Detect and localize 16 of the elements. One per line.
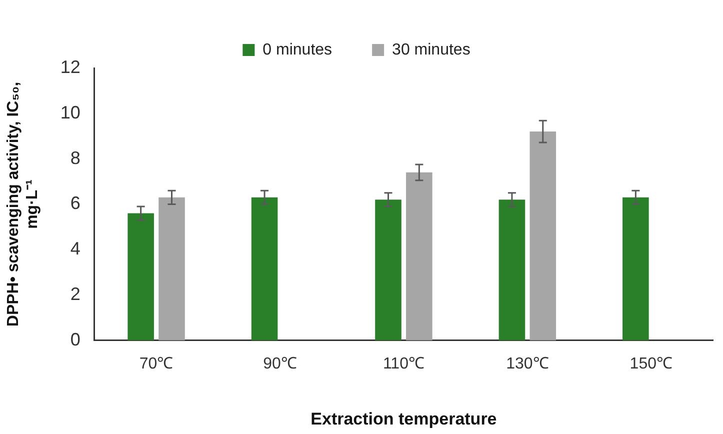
y-tick-label: 4 [70, 238, 80, 259]
y-axis-title: DPPH• scavenging activity, IC₅₀, mg·L⁻¹ [5, 82, 42, 327]
y-tick-label: 2 [70, 284, 80, 304]
x-tick-label: 70℃ [139, 355, 174, 372]
x-tick-label: 150℃ [630, 355, 672, 372]
x-tick-label: 110℃ [382, 355, 424, 372]
legend-label: 30 minutes [392, 41, 470, 58]
legend-label: 0 minutes [262, 41, 332, 58]
y-tick-label: 0 [70, 329, 80, 350]
y-tick-label: 8 [70, 148, 80, 168]
y-tick-label: 6 [70, 193, 80, 214]
x-axis-title: Extraction temperature [310, 409, 497, 428]
x-tick-label: 130℃ [506, 355, 549, 372]
y-tick-label: 12 [60, 56, 80, 77]
x-tick-label: 90℃ [263, 355, 297, 372]
y-tick-label: 10 [60, 102, 80, 122]
